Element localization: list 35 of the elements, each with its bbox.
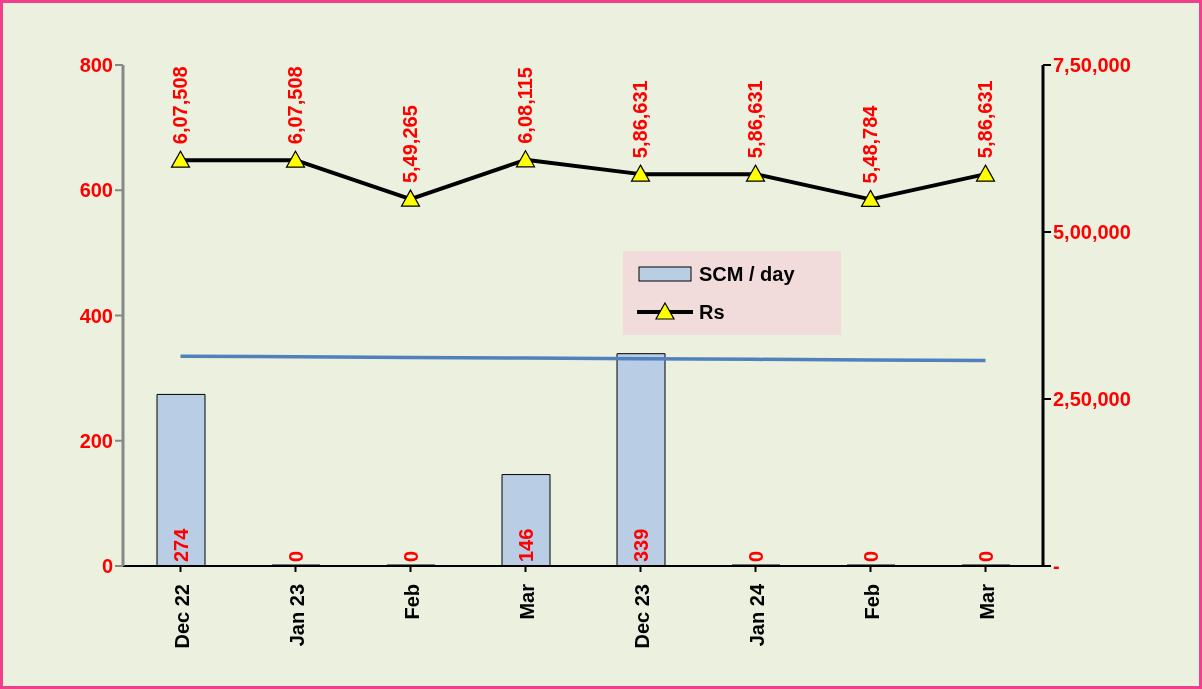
y2-tick-label: 5,00,000 — [1053, 221, 1131, 243]
y2-tick-label: - — [1053, 555, 1060, 577]
y-tick-label: 600 — [79, 179, 113, 202]
x-tick-label: Dec 23 — [630, 584, 653, 649]
y2-tick-label: 7,50,000 — [1053, 54, 1131, 76]
legend-label: Rs — [699, 300, 725, 324]
data-label: 5,48,784 — [859, 104, 882, 184]
data-label: 274 — [170, 527, 192, 562]
x-tick-label: Jan 23 — [285, 584, 308, 647]
data-label: 0 — [400, 550, 422, 562]
data-label: 5,49,265 — [399, 105, 422, 184]
x-tick-label: Dec 22 — [170, 584, 193, 649]
data-label: 339 — [630, 528, 652, 562]
data-label: 5,86,631 — [974, 80, 997, 159]
x-tick-label: Jan 24 — [745, 583, 768, 647]
data-label: 146 — [515, 528, 537, 562]
y-tick-label: 400 — [79, 304, 113, 327]
x-tick-label: Feb — [400, 584, 423, 620]
data-label: 0 — [860, 550, 882, 562]
x-tick-label: Mar — [515, 583, 538, 620]
y-tick-label: 0 — [101, 555, 113, 577]
data-label: 6,08,115 — [514, 67, 537, 144]
x-tick-label: Mar — [975, 583, 998, 620]
legend-label: SCM / day — [699, 262, 795, 286]
data-label: 6,07,508 — [169, 66, 192, 145]
data-label: 0 — [745, 550, 767, 562]
data-label: 5,86,631 — [629, 80, 652, 159]
data-label: 0 — [975, 550, 997, 562]
x-tick-label: Feb — [860, 584, 883, 620]
data-label: 5,86,631 — [744, 80, 767, 159]
data-label: 0 — [285, 550, 307, 562]
y-tick-label: 200 — [79, 429, 113, 452]
data-label: 6,07,508 — [284, 66, 307, 145]
y-tick-label: 800 — [79, 54, 113, 76]
y2-tick-label: 2,50,000 — [1053, 388, 1131, 410]
